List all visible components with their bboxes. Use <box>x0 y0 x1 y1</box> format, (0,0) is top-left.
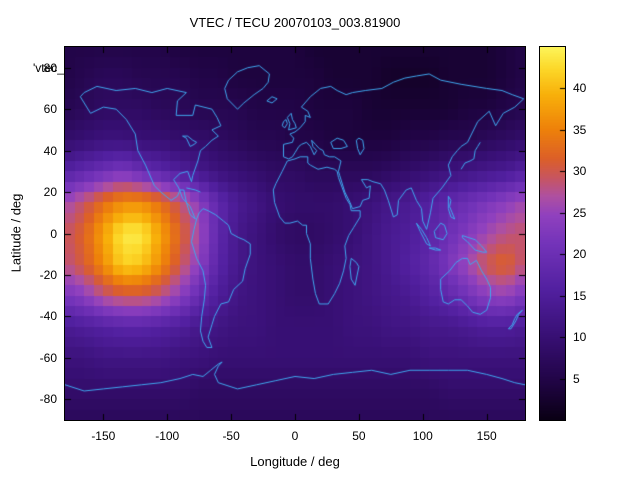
x-axis-label: Longitude / deg <box>250 454 340 469</box>
y-tick-label: 40 <box>43 143 57 158</box>
colorbar-canvas <box>539 46 566 421</box>
x-tick-label: 150 <box>476 429 497 443</box>
x-tick-label: -150 <box>91 429 116 443</box>
x-tick-label: -50 <box>222 429 240 443</box>
x-tick-label: 100 <box>412 429 433 443</box>
chart-title: VTEC / TECU 20070103_003.81900 <box>189 15 401 30</box>
colorbar-tick-label: 15 <box>573 288 587 303</box>
colorbar-tick-label: 30 <box>573 164 587 179</box>
colorbar-tick-label: 10 <box>573 330 587 345</box>
key-label: 'vtec_ <box>33 61 64 75</box>
x-tick-label: -100 <box>155 429 180 443</box>
x-tick-label: 0 <box>291 429 299 443</box>
colorbar-tick-label: 40 <box>573 81 587 96</box>
colorbar-tick-label: 35 <box>573 122 587 137</box>
colorbar-tick-label: 5 <box>573 371 580 386</box>
x-tick-label: 50 <box>352 429 366 443</box>
y-tick-label: 60 <box>43 102 57 117</box>
y-tick-label: 80 <box>43 60 57 75</box>
y-tick-label: -20 <box>39 267 57 282</box>
y-tick-label: -40 <box>39 309 57 324</box>
heatmap-canvas <box>64 46 526 421</box>
y-tick-label: -60 <box>39 350 57 365</box>
colorbar-tick-label: 25 <box>573 205 587 220</box>
y-tick-label: 0 <box>50 226 57 241</box>
colorbar-tick-label: 20 <box>573 247 587 262</box>
y-tick-label: -80 <box>39 392 57 407</box>
y-tick-label: 20 <box>43 185 57 200</box>
y-axis-label: Latitude / deg <box>8 193 24 273</box>
